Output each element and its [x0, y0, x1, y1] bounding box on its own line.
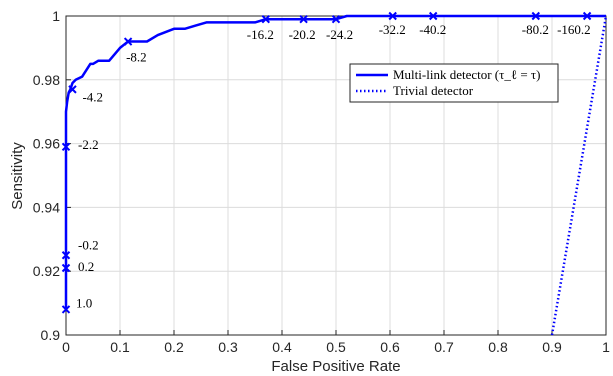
threshold-marker	[123, 37, 133, 46]
threshold-marker	[388, 11, 397, 21]
threshold-marker	[261, 14, 271, 24]
y-tick-label: 0.96	[33, 136, 60, 152]
x-tick-label: 0	[62, 339, 70, 355]
x-tick-label: 0.8	[488, 339, 508, 355]
threshold-marker	[61, 305, 71, 314]
threshold-marker	[531, 11, 541, 21]
series-line-multi-link-detector	[64, 14, 606, 310]
series-lines	[64, 14, 608, 336]
markers	[61, 11, 592, 314]
threshold-label: -0.2	[78, 237, 99, 252]
x-tick-label: 1	[602, 339, 610, 355]
threshold-label: 0.2	[78, 259, 94, 274]
threshold-label: -16.2	[247, 27, 274, 42]
y-tick-label: 0.98	[33, 72, 60, 88]
y-tick-label: 1	[52, 8, 60, 24]
threshold-marker	[61, 251, 71, 260]
threshold-label: -40.2	[419, 22, 446, 37]
threshold-label: -2.2	[78, 137, 99, 152]
threshold-label: -32.2	[379, 22, 406, 37]
threshold-marker	[68, 85, 77, 94]
x-tick-label: 0.1	[110, 339, 130, 355]
threshold-label: 1.0	[76, 295, 92, 310]
threshold-marker	[61, 142, 71, 151]
threshold-marker	[331, 14, 341, 24]
threshold-label: -160.2	[557, 22, 591, 37]
x-tick-label: 0.6	[380, 339, 400, 355]
y-tick-label: 0.9	[41, 327, 61, 343]
y-tick-label: 0.94	[33, 199, 60, 215]
x-tick-label: 0.9	[542, 339, 562, 355]
legend-box	[349, 63, 559, 103]
x-tick-label: 0.5	[326, 339, 346, 355]
threshold-label: -80.2	[522, 22, 549, 37]
legend: Multi-link detector (τ_ℓ = τ) Trivial de…	[349, 63, 559, 103]
marker-labels: 1.0 0.2 -0.2 -2.2 -4.2 -8.2 -16.2 -20.2 -24.2 -32…	[76, 22, 591, 310]
x-axis-title: False Positive Rate	[271, 358, 400, 375]
x-tick-label: 0.7	[434, 339, 454, 355]
threshold-label: -8.2	[126, 50, 147, 65]
threshold-marker	[582, 11, 592, 21]
threshold-marker	[61, 263, 71, 273]
x-tick-label: 0.3	[218, 339, 238, 355]
x-tick-label: 0.4	[272, 339, 292, 355]
threshold-label: -4.2	[82, 89, 103, 104]
series-line-trivial-detector	[550, 15, 608, 336]
threshold-label: -24.2	[326, 27, 353, 42]
tick-labels: 0 0.1 0.2 0.3 0.4 0.5 0.6 0.7 0.8 0.9 1 0.9 0.92 0.94…	[33, 8, 610, 355]
legend-label-multi-link: Multi-link detector (τ_ℓ = τ)	[393, 67, 540, 82]
threshold-marker	[299, 14, 308, 24]
y-tick-label: 0.92	[33, 263, 60, 279]
legend-label-trivial: Trivial detector	[393, 83, 474, 98]
x-tick-label: 0.2	[164, 339, 184, 355]
y-axis-title: Sensitivity	[9, 142, 26, 210]
threshold-marker	[428, 11, 438, 21]
threshold-label: -20.2	[289, 27, 316, 42]
